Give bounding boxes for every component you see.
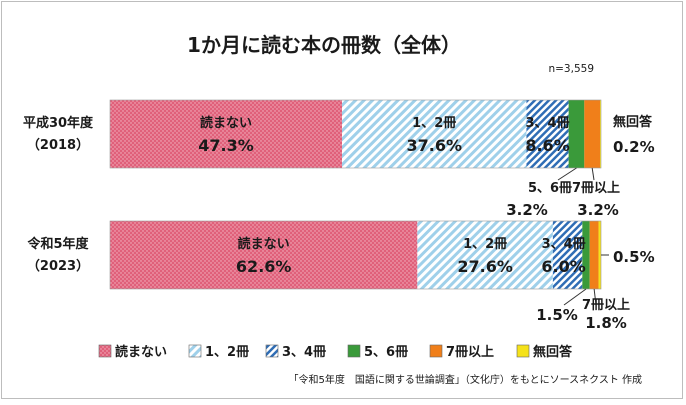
label-2018-value-1: 37.6%	[406, 136, 462, 155]
label-2018-name-4: 7冊以上	[572, 181, 620, 196]
leader-2018-7plus	[591, 167, 595, 181]
label-2023-value-3: 1.5%	[536, 306, 578, 324]
bar-1-seg-2	[552, 221, 583, 289]
row-label-2018-line1: 平成30年度	[23, 115, 94, 131]
legend-label-3: 5、6冊	[364, 345, 408, 360]
bar-1-seg-4	[589, 221, 599, 289]
bar-0-seg-1	[342, 100, 527, 168]
label-2023-value-1: 27.6%	[457, 257, 513, 276]
label-2023-value-2: 6.0%	[541, 257, 585, 276]
legend-swatch-3	[347, 344, 361, 358]
row-label-2023-line2: （2023）	[27, 258, 89, 274]
label-2023-value-0: 62.6%	[236, 257, 292, 276]
leader-2023-7plus	[593, 288, 597, 306]
bar-1-seg-5	[598, 221, 601, 289]
label-2018-value-4: 3.2%	[577, 201, 619, 219]
label-2023-value-4: 1.8%	[585, 314, 627, 332]
label-2018-name-2: 3、4冊	[525, 116, 569, 131]
leader-lines	[557, 167, 609, 306]
legend: 読まない 1、2冊 3、4冊 5、6冊 7冊以上 無回答	[98, 344, 573, 360]
label-2018-value-0: 47.3%	[198, 136, 254, 155]
bar-0-seg-3	[568, 100, 585, 168]
legend-label-5: 無回答	[533, 344, 573, 360]
row-label-2018-line2: （2018）	[27, 137, 89, 153]
legend-label-2: 3、4冊	[282, 345, 326, 360]
chart-frame: 1か月に読む本の冊数（全体） n=3,559 平成30年度 （2018） 令和5…	[1, 1, 683, 399]
stacked-bar-chart: 1か月に読む本の冊数（全体） n=3,559 平成30年度 （2018） 令和5…	[23, 33, 655, 386]
label-2023-name-0: 読まない	[238, 236, 290, 252]
row-label-2023-line1: 令和5年度	[27, 236, 89, 252]
leader-2018-5-6	[557, 167, 577, 181]
label-2018-name-0: 読まない	[200, 115, 252, 131]
label-2018-name-3: 5、6冊	[528, 181, 572, 196]
legend-swatch-1	[188, 344, 202, 358]
legend-label-4: 7冊以上	[446, 345, 494, 360]
bar-1-seg-1	[417, 221, 553, 289]
bar-1-seg-3	[582, 221, 590, 289]
label-2023-name-4: 7冊以上	[582, 298, 630, 313]
label-2023-name-1: 1、2冊	[463, 237, 507, 252]
label-2018-name-5: 無回答	[613, 114, 653, 130]
legend-swatch-0	[98, 344, 112, 358]
bar-0-seg-0	[110, 100, 343, 168]
legend-swatch-4	[429, 344, 443, 358]
bar-1-seg-0	[110, 221, 418, 289]
label-2018-value-5: 0.2%	[613, 138, 655, 156]
legend-swatch-5	[516, 344, 530, 358]
chart-title: 1か月に読む本の冊数（全体）	[187, 33, 461, 57]
bar-0-outline	[109, 99, 602, 169]
bar-segments	[109, 99, 602, 290]
label-2018-value-2: 8.6%	[525, 136, 569, 155]
source-note: 「令和5年度 国語に関する世論調査」（文化庁）をもとにソースネクスト 作成	[288, 373, 642, 386]
label-2023-value-5: 0.5%	[613, 248, 655, 266]
bar-0-seg-2	[526, 100, 569, 168]
sample-size: n=3,559	[548, 63, 594, 75]
legend-label-0: 読まない	[115, 344, 167, 360]
label-2018-value-3: 3.2%	[506, 201, 548, 219]
bar-0-seg-4	[584, 100, 601, 168]
label-2018-name-1: 1、2冊	[412, 116, 456, 131]
leader-2023-5-6	[563, 288, 587, 306]
label-2023-name-2: 3、4冊	[542, 237, 586, 252]
legend-swatch-2	[265, 344, 279, 358]
legend-label-1: 1、2冊	[205, 345, 249, 360]
bar-0-seg-5	[600, 100, 601, 168]
